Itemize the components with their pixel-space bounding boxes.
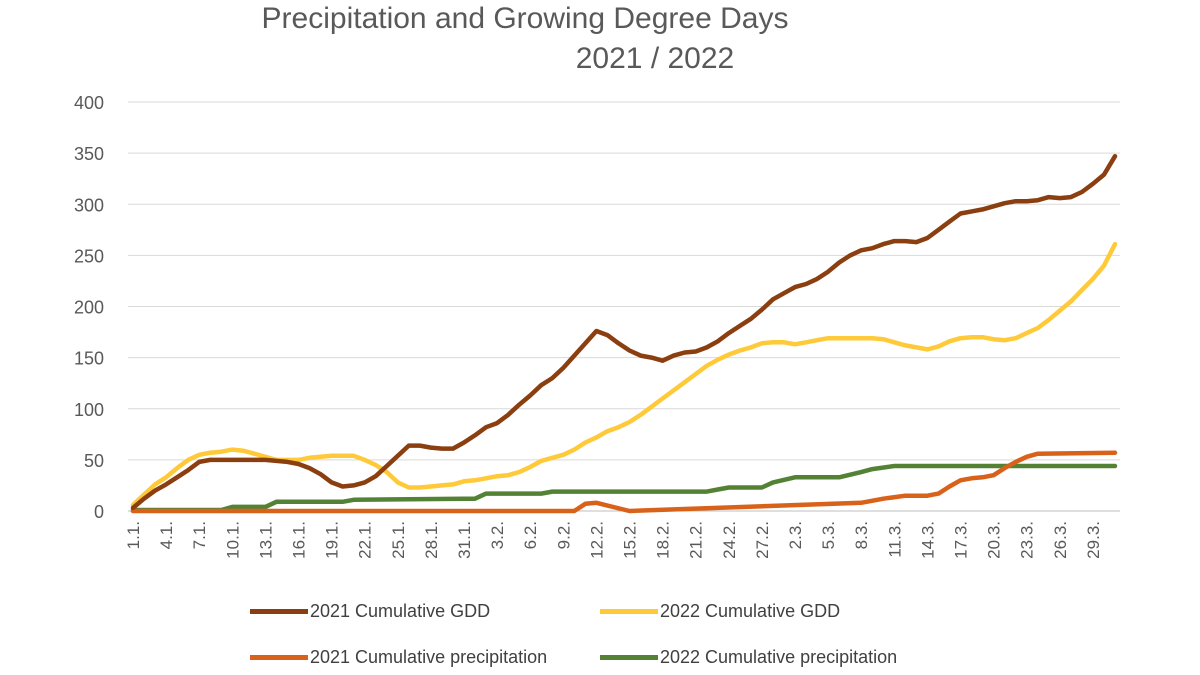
x-tick-label: 29.3.	[1084, 521, 1103, 559]
y-tick-label: 350	[74, 144, 104, 164]
x-tick-label: 21.2.	[687, 521, 706, 559]
x-tick-label: 13.1.	[256, 521, 275, 559]
x-tick-label: 28.1.	[422, 521, 441, 559]
x-tick-label: 22.1.	[356, 521, 375, 559]
y-tick-label: 100	[74, 400, 104, 420]
series-lines	[130, 153, 1118, 514]
x-tick-label: 16.1.	[290, 521, 309, 559]
x-tick-label: 20.3.	[985, 521, 1004, 559]
series-line-2	[130, 450, 1118, 514]
x-tick-label: 31.1.	[455, 521, 474, 559]
x-tick-label: 9.2.	[554, 521, 573, 549]
chart-title: Precipitation and Growing Degree Days	[261, 2, 789, 35]
y-tick-label: 400	[74, 93, 104, 113]
x-tick-label: 26.3.	[1051, 521, 1070, 559]
x-tick-label: 3.2.	[488, 521, 507, 549]
x-tick-label: 7.1.	[190, 521, 209, 549]
x-tick-label: 27.2.	[753, 521, 772, 559]
x-tick-label: 11.3.	[885, 521, 904, 558]
x-tick-label: 19.1.	[323, 521, 342, 559]
gridlines	[128, 101, 1120, 512]
x-tick-label: 5.3.	[819, 521, 838, 549]
x-tick-label: 15.2.	[621, 521, 640, 559]
y-tick-label: 250	[74, 246, 104, 266]
x-tick-label: 23.3.	[1018, 521, 1037, 559]
x-tick-label: 18.2.	[654, 521, 673, 559]
x-tick-label: 24.2.	[720, 521, 739, 559]
series-line-1	[130, 241, 1118, 508]
x-tick-label: 2.3.	[786, 521, 805, 549]
x-tick-label: 12.2.	[587, 521, 606, 559]
y-tick-label: 50	[84, 451, 104, 471]
x-tick-label: 8.3.	[852, 521, 871, 549]
x-tick-label: 17.3.	[952, 521, 971, 559]
y-tick-label: 200	[74, 298, 104, 318]
x-tick-label: 25.1.	[389, 521, 408, 559]
x-axis-ticks: 1.1. 4.1. 7.1. 10.1. 13.1. 16.1. 19.1. 22.1. 25.…	[124, 521, 1103, 559]
x-tick-label: 14.3.	[918, 521, 937, 559]
y-tick-label: 150	[74, 349, 104, 369]
series-line-0	[130, 153, 1118, 511]
x-tick-label: 4.1.	[157, 521, 176, 549]
y-tick-label: 0	[94, 502, 104, 522]
x-tick-label: 1.1.	[124, 521, 143, 549]
x-tick-label: 6.2.	[521, 521, 540, 549]
y-tick-label: 300	[74, 195, 104, 215]
chart-subtitle: 2021 / 2022	[575, 42, 735, 75]
x-tick-label: 10.1.	[223, 521, 242, 559]
y-axis-ticks: 0 50 100 150 200 250 300 350 400	[74, 93, 104, 522]
series-line-3	[130, 463, 1118, 513]
